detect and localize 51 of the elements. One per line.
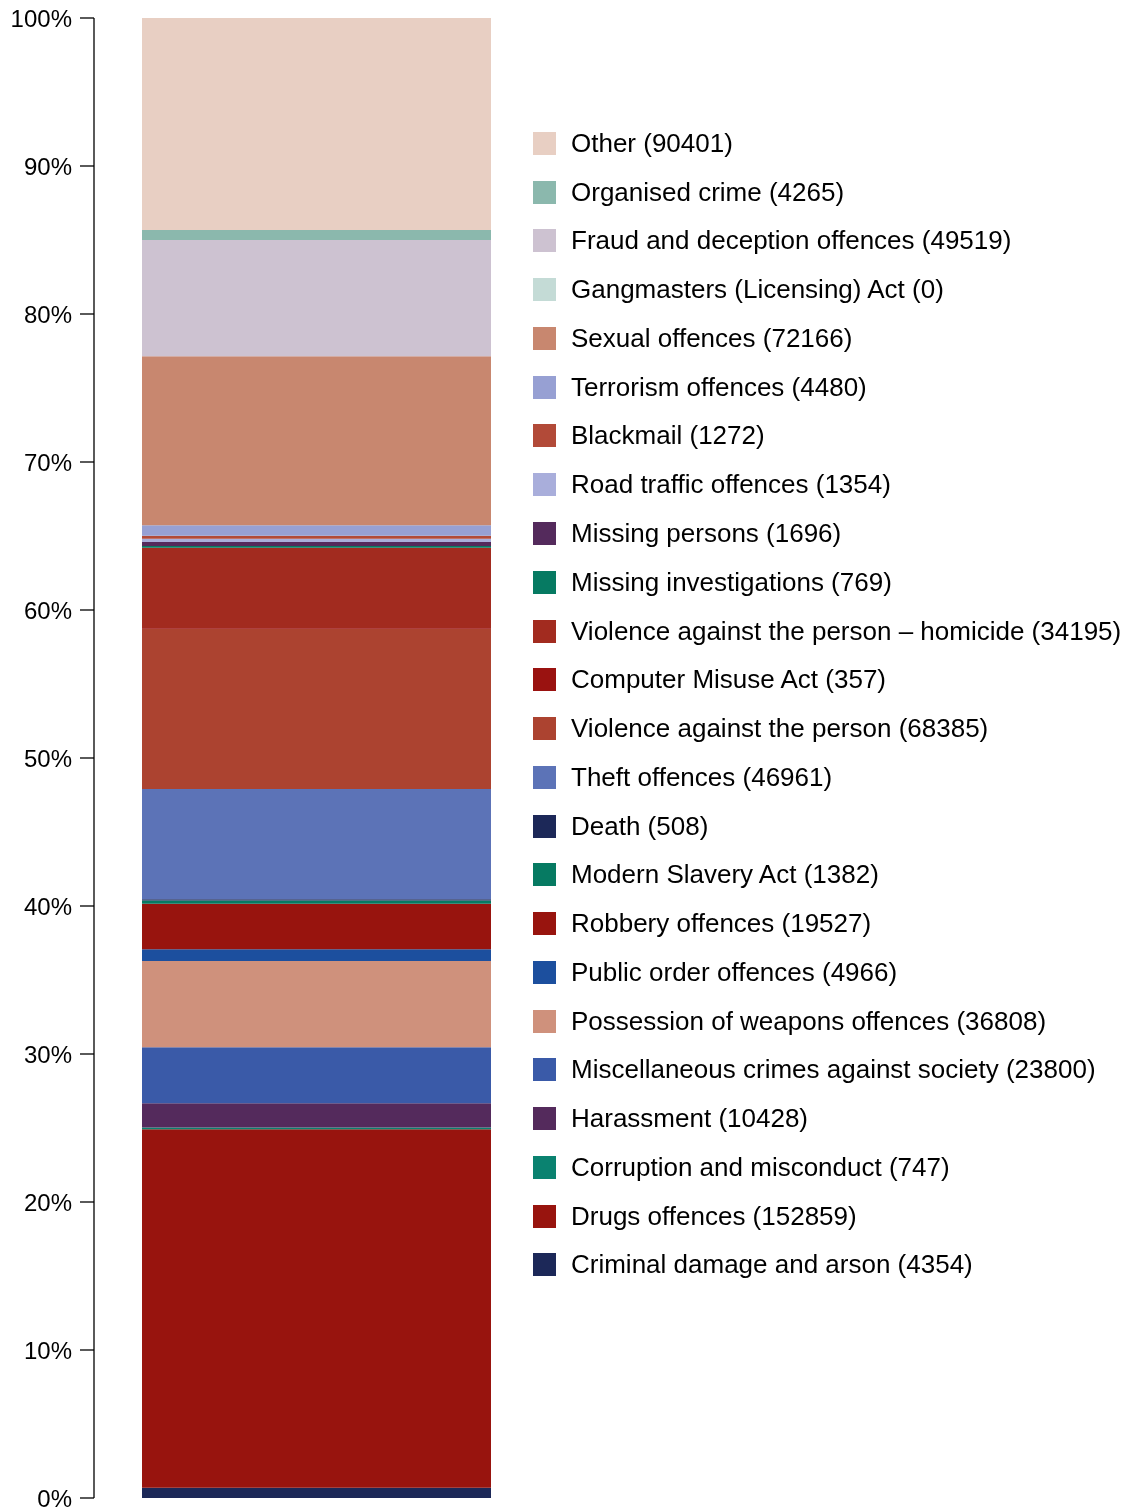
bar	[142, 961, 491, 1048]
y-tick-label: 90%	[23, 152, 72, 180]
bar	[142, 1103, 491, 1128]
bar	[142, 1129, 491, 1488]
legend-label: Organised crime (4265)	[571, 176, 845, 208]
bar	[142, 541, 491, 546]
legend-label: Public order offences (4966)	[571, 956, 898, 988]
bar	[142, 356, 491, 526]
legend-label: Modern Slavery Act (1382)	[571, 859, 879, 891]
legend-label: Theft offences (46961)	[571, 761, 833, 793]
bar	[142, 229, 491, 240]
legend-label: Terrorism offences (4480)	[571, 371, 867, 403]
legend-label: Robbery offences (19527)	[571, 908, 872, 940]
legend-label: Miscellaneous crimes against society (23800)	[571, 1054, 1096, 1086]
legend-label: Other (90401)	[571, 127, 733, 159]
legend-label: Fraud and deception offences (49519)	[571, 225, 1012, 257]
legend-label: Violence against the person – homicide (34195)	[571, 615, 1122, 647]
y-tick-label: 100%	[10, 4, 72, 32]
y-tick-label: 20%	[23, 1188, 72, 1216]
legend-label: Computer Misuse Act (357)	[571, 664, 887, 696]
legend-label: Missing persons (1696)	[571, 518, 842, 549]
bar	[142, 547, 491, 628]
bar	[142, 903, 491, 950]
y-tick-label: 30%	[23, 1040, 72, 1068]
bar	[142, 1487, 491, 1498]
y-tick-label: 10%	[23, 1336, 72, 1364]
legend-label: Death (508)	[571, 810, 709, 842]
bar	[142, 789, 491, 900]
legend-label: Sexual offences (72166)	[571, 322, 853, 354]
bar	[142, 18, 491, 230]
y-tick-label: 40%	[23, 892, 72, 920]
legend-label: Blackmail (1272)	[571, 420, 765, 452]
legend-label: Road traffic offences (1354)	[571, 469, 891, 501]
y-tick-label: 50%	[23, 744, 72, 772]
legend-label: Criminal damage and arson (4354)	[571, 1249, 973, 1281]
y-tick-label: 80%	[23, 300, 72, 328]
legend-label: Drugs offences (152859)	[571, 1200, 857, 1232]
bar	[142, 240, 491, 357]
legend-label: Corruption and misconduct (747)	[571, 1151, 950, 1183]
legend-label: Gangmasters (Licensing) Act (0)	[571, 274, 944, 306]
y-tick-label: 60%	[23, 596, 72, 624]
legend-label: Possession of weapons offences (36808)	[571, 1005, 1047, 1037]
bar	[142, 628, 491, 790]
bar	[142, 525, 491, 536]
legend-label: Violence against the person (68385)	[571, 713, 989, 745]
legend-label: Harassment (10428)	[571, 1103, 808, 1135]
y-tick-label: 70%	[23, 448, 72, 476]
legend-label: Missing investigations (769)	[571, 566, 892, 598]
bar	[142, 1047, 491, 1104]
bar	[142, 949, 491, 962]
y-tick-label: 0%	[37, 1484, 72, 1510]
